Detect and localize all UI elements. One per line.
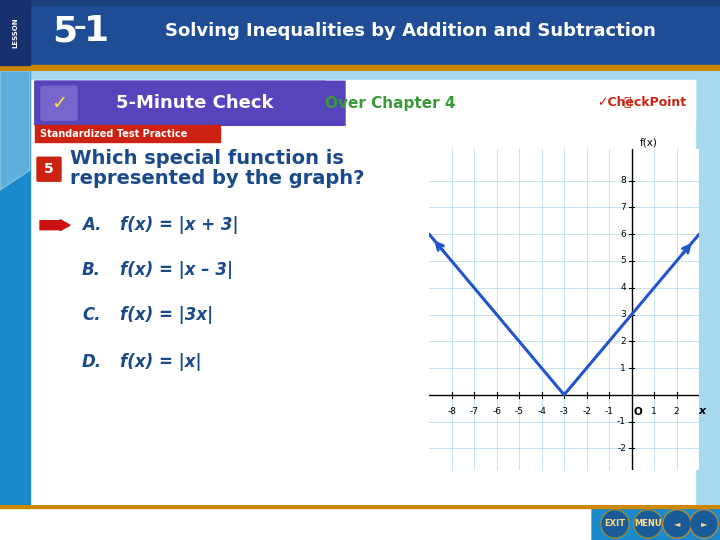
Text: -2: -2	[582, 407, 591, 416]
Bar	[0, 65, 720, 71]
Text: D.: D.	[82, 353, 102, 371]
Text: C.: C.	[82, 306, 101, 324]
Text: –: –	[73, 15, 86, 39]
Text: 🇺: 🇺	[624, 96, 631, 109]
Text: -4: -4	[537, 407, 546, 416]
Text: 1: 1	[620, 363, 626, 373]
Text: -6: -6	[492, 407, 501, 416]
Text: Which special function is: Which special function is	[70, 148, 344, 168]
Text: MENU: MENU	[634, 519, 662, 529]
Text: Standardized Test Practice: Standardized Test Practice	[40, 129, 187, 139]
Text: Over Chapter 4: Over Chapter 4	[325, 96, 455, 111]
Ellipse shape	[690, 510, 718, 538]
Text: -1: -1	[617, 417, 626, 426]
Text: 7: 7	[620, 203, 626, 212]
Text: LESSON: LESSON	[12, 18, 18, 49]
FancyBboxPatch shape	[41, 86, 77, 120]
Text: -1: -1	[605, 407, 613, 416]
Text: B.: B.	[82, 261, 101, 279]
Polygon shape	[35, 82, 345, 125]
Text: 3: 3	[620, 310, 626, 319]
Text: ✓: ✓	[51, 94, 67, 113]
Ellipse shape	[665, 512, 689, 536]
Text: 8: 8	[620, 176, 626, 185]
Text: f(x) = |x + 3|: f(x) = |x + 3|	[120, 216, 238, 234]
Polygon shape	[0, 71, 30, 190]
Text: 1: 1	[84, 14, 109, 48]
Text: 4: 4	[621, 283, 626, 292]
Text: ✓CheckPoint: ✓CheckPoint	[598, 96, 687, 109]
Text: -5: -5	[515, 407, 523, 416]
Ellipse shape	[602, 511, 628, 537]
Text: -7: -7	[469, 407, 479, 416]
Text: 1: 1	[652, 407, 657, 416]
Ellipse shape	[603, 512, 627, 536]
Text: 6: 6	[620, 230, 626, 239]
Text: -3: -3	[559, 407, 569, 416]
Bar	[0, 505, 720, 508]
Bar	[0, 71, 30, 540]
Ellipse shape	[664, 511, 690, 537]
Text: EXIT: EXIT	[605, 519, 626, 529]
Polygon shape	[545, 505, 590, 540]
Text: Solving Inequalities by Addition and Subtraction: Solving Inequalities by Addition and Sub…	[165, 22, 655, 40]
Ellipse shape	[663, 510, 691, 538]
Bar	[0, 505, 590, 540]
FancyArrow shape	[40, 220, 70, 231]
Bar	[590, 82, 695, 122]
Text: ►: ►	[701, 519, 707, 529]
Text: f(x) = |3x|: f(x) = |3x|	[120, 306, 213, 324]
Bar	[35, 125, 220, 142]
Text: A.: A.	[82, 216, 102, 234]
Text: 5: 5	[620, 256, 626, 266]
Text: ◄: ◄	[674, 519, 680, 529]
FancyBboxPatch shape	[37, 157, 61, 181]
Ellipse shape	[635, 511, 661, 537]
Text: O: O	[634, 407, 642, 417]
Text: x: x	[699, 406, 706, 416]
Bar	[0, 0, 30, 65]
Text: represented by the graph?: represented by the graph?	[70, 168, 364, 188]
Text: 2: 2	[621, 337, 626, 346]
Ellipse shape	[601, 510, 629, 538]
FancyBboxPatch shape	[35, 82, 345, 125]
Text: -2: -2	[617, 444, 626, 453]
Ellipse shape	[634, 510, 662, 538]
Text: 2: 2	[674, 407, 680, 416]
Bar	[0, 6, 720, 65]
Ellipse shape	[636, 512, 660, 536]
Text: f(x) = |x|: f(x) = |x|	[120, 353, 202, 371]
Text: f(x) = |x – 3|: f(x) = |x – 3|	[120, 261, 233, 279]
Text: 5: 5	[44, 162, 54, 176]
Text: f(x): f(x)	[639, 137, 657, 147]
Ellipse shape	[692, 512, 716, 536]
Text: -8: -8	[447, 407, 456, 416]
Text: 5-Minute Check: 5-Minute Check	[116, 94, 274, 112]
Ellipse shape	[691, 511, 717, 537]
Text: 5: 5	[53, 14, 78, 48]
